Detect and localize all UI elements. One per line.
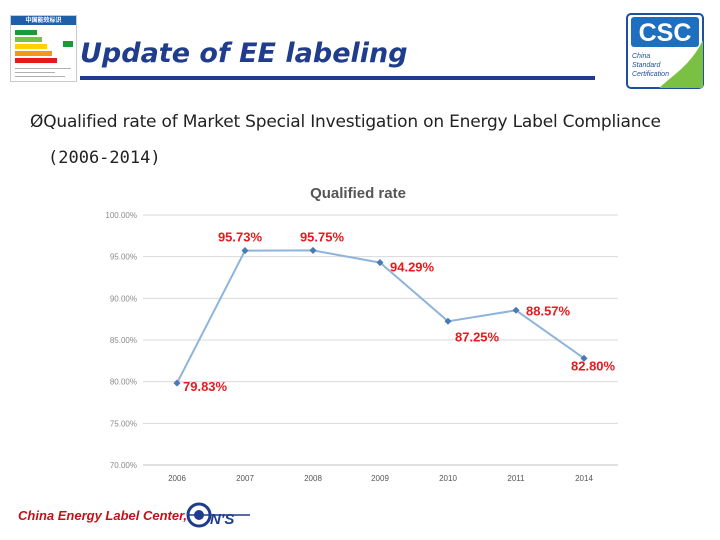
- x-tick-label: 2014: [575, 474, 593, 483]
- y-tick-label: 90.00%: [110, 294, 137, 303]
- x-tick-label: 2006: [168, 474, 186, 483]
- data-label: 79.83%: [183, 379, 228, 394]
- y-tick-label: 80.00%: [110, 378, 137, 387]
- bullet-text-body: Qualified rate of Market Special Investi…: [43, 112, 661, 132]
- chart-gridlines: [143, 214, 618, 466]
- energy-label-header: 中国能效标识: [11, 16, 76, 25]
- data-label: 87.25%: [455, 329, 500, 344]
- csc-logo: CSC China Standard Certification: [626, 13, 704, 89]
- bullet-marker: Ø: [30, 112, 44, 132]
- data-labels: 79.83% 95.73% 95.75% 94.29% 87.25% 88.57% 82.8…: [183, 229, 616, 394]
- energy-label-image: 中国能效标识: [10, 15, 77, 82]
- cnis-logo: N'S: [186, 502, 250, 528]
- slide-title: Update of EE labeling: [80, 38, 408, 69]
- csc-logo-text: CSC: [639, 19, 692, 47]
- chart-title: Qualified rate: [310, 185, 406, 202]
- data-point: [241, 247, 249, 255]
- title-underline: [80, 76, 595, 80]
- data-points: [173, 246, 588, 387]
- csc-logo-subtext-3: Certification: [632, 71, 669, 78]
- data-label: 82.80%: [571, 358, 616, 373]
- data-label: 95.73%: [218, 230, 263, 245]
- data-label: 88.57%: [526, 303, 571, 318]
- qualified-rate-chart: Qualified rate 100.00% 95.00% 90.00% 85.00%…: [105, 185, 618, 483]
- data-point: [444, 317, 452, 325]
- data-point: [376, 259, 384, 267]
- data-point: [580, 354, 588, 362]
- data-point: [512, 306, 520, 314]
- y-axis-ticks: 100.00% 95.00% 90.00% 85.00% 80.00% 75.00% 70.…: [105, 211, 137, 470]
- footer-text: China Energy Label Center,: [18, 508, 188, 523]
- x-tick-label: 2009: [371, 474, 389, 483]
- bullet-text: ØQualified rate of Market Special Invest…: [30, 112, 661, 132]
- data-point: [309, 246, 317, 254]
- csc-logo-subtext-2: Standard: [632, 62, 662, 69]
- x-tick-label: 2007: [236, 474, 254, 483]
- data-label: 94.29%: [390, 260, 435, 275]
- y-tick-label: 95.00%: [110, 253, 137, 262]
- y-tick-label: 100.00%: [105, 211, 137, 220]
- x-tick-label: 2011: [507, 474, 525, 483]
- y-tick-label: 85.00%: [110, 336, 137, 345]
- data-point: [173, 379, 181, 387]
- x-tick-label: 2008: [304, 474, 322, 483]
- cnis-logo-text: N'S: [210, 511, 234, 528]
- x-axis-ticks: 2006 2007 2008 2009 2010 2011 2014: [168, 474, 593, 483]
- x-tick-label: 2010: [439, 474, 457, 483]
- y-tick-label: 70.00%: [110, 461, 137, 470]
- bullet-years: (2006-2014): [48, 148, 161, 168]
- data-label: 95.75%: [300, 229, 345, 244]
- y-tick-label: 75.00%: [110, 419, 137, 428]
- series-line: [176, 249, 585, 384]
- csc-logo-subtext-1: China: [632, 53, 650, 60]
